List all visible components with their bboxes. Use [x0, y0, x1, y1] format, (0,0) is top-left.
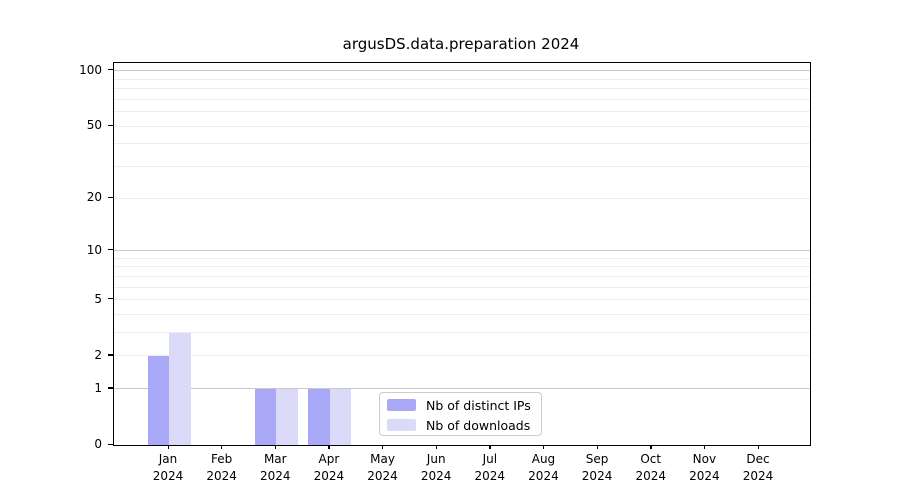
x-tick-label-Dec: Dec 2024	[727, 451, 789, 485]
x-tick-label-Oct: Oct 2024	[620, 451, 682, 485]
gridline-minor-60	[114, 111, 810, 113]
bar-distinct-ips-Apr	[308, 388, 330, 445]
x-tick-mark-Jan	[167, 445, 169, 449]
gridline-major-100	[114, 70, 810, 72]
x-tick-year: 2024	[206, 469, 237, 483]
y-tick-mark-100	[108, 69, 113, 71]
x-tick-mark-May	[382, 445, 384, 449]
gridline-major-1	[114, 388, 810, 390]
x-tick-year: 2024	[635, 469, 666, 483]
x-tick-year: 2024	[367, 469, 398, 483]
x-tick-month: Dec	[746, 452, 770, 466]
x-tick-mark-Dec	[757, 445, 759, 449]
y-tick-label-50: 50	[86, 118, 102, 133]
legend-item-distinct-ips: Nb of distinct IPs	[387, 395, 541, 415]
x-tick-month: Jan	[158, 452, 178, 466]
gridline-minor-7	[114, 275, 810, 277]
x-tick-month: Apr	[318, 452, 340, 466]
x-tick-year: 2024	[474, 469, 506, 483]
x-tick-mark-Jul	[489, 445, 491, 449]
y-tick-label-2: 2	[94, 347, 102, 362]
y-tick-mark-10	[108, 249, 113, 251]
x-tick-label-Apr: Apr 2024	[298, 451, 360, 485]
x-tick-label-Aug: Aug 2024	[512, 451, 574, 485]
x-tick-label-Jan: Jan 2024	[137, 451, 199, 485]
gridline-minor-20	[114, 197, 810, 199]
y-tick-mark-5	[108, 298, 113, 300]
x-tick-mark-Jun	[435, 445, 437, 449]
y-tick-mark-2	[108, 354, 113, 356]
y-tick-mark-1	[108, 387, 113, 389]
gridline-minor-50	[114, 125, 810, 127]
x-tick-year: 2024	[420, 469, 452, 483]
gridline-minor-30	[114, 165, 810, 167]
x-tick-month: Mar	[263, 452, 287, 466]
gridline-minor-80	[114, 88, 810, 90]
x-tick-mark-Nov	[703, 445, 706, 449]
x-tick-label-Jun: Jun 2024	[405, 451, 467, 485]
y-tick-mark-50	[108, 124, 113, 126]
legend-item-downloads: Nb of downloads	[387, 415, 541, 435]
y-tick-label-5: 5	[94, 291, 102, 306]
x-tick-month: May	[370, 452, 395, 466]
chart-title: argusDS.data.preparation 2024	[342, 35, 580, 53]
y-tick-label-1: 1	[94, 380, 102, 395]
gridline-minor-3	[114, 332, 810, 334]
gridline-minor-70	[114, 98, 810, 100]
x-tick-year: 2024	[259, 469, 291, 483]
x-tick-year: 2024	[742, 469, 774, 483]
gridline-minor-90	[114, 78, 810, 80]
legend-label-downloads: Nb of downloads	[426, 417, 531, 433]
bar-downloads-Apr	[329, 388, 352, 445]
legend-label-distinct-ips: Nb of distinct IPs	[426, 397, 531, 413]
y-tick-label-10: 10	[86, 242, 102, 257]
x-tick-mark-Mar	[274, 445, 277, 449]
x-tick-label-Mar: Mar 2024	[244, 451, 306, 485]
x-tick-mark-Aug	[542, 445, 545, 449]
x-tick-month: Aug	[531, 452, 556, 466]
x-tick-year: 2024	[313, 469, 345, 483]
gridline-major-10	[114, 250, 810, 251]
x-tick-month: Jun	[426, 452, 446, 466]
x-tick-year: 2024	[581, 469, 613, 483]
gridline-minor-40	[114, 143, 810, 145]
y-tick-mark-20	[108, 196, 113, 198]
gridline-minor-2	[114, 355, 810, 357]
y-tick-mark-0	[108, 443, 113, 445]
x-tick-label-Nov: Nov 2024	[673, 451, 735, 485]
x-tick-label-Feb: Feb 2024	[191, 451, 253, 485]
bar-downloads-Mar	[276, 388, 298, 445]
x-tick-label-May: May 2024	[352, 451, 414, 485]
gridline-minor-6	[114, 286, 810, 288]
bar-distinct-ips-Mar	[254, 388, 277, 445]
gridline-minor-8	[114, 266, 810, 268]
plot-area: Nb of distinct IPs Nb of downloads	[113, 62, 811, 446]
x-tick-month: Nov	[692, 452, 717, 466]
x-tick-mark-Sep	[596, 445, 598, 449]
x-tick-month: Feb	[211, 452, 233, 466]
x-tick-month: Sep	[585, 452, 609, 466]
x-tick-month: Jul	[482, 452, 498, 466]
y-tick-label-20: 20	[86, 190, 102, 205]
gridline-minor-4	[114, 313, 810, 315]
x-tick-year: 2024	[152, 469, 184, 483]
legend-swatch-distinct-ips	[387, 399, 416, 411]
bar-downloads-Jan	[169, 332, 191, 445]
x-tick-mark-Feb	[221, 445, 223, 449]
x-tick-year: 2024	[689, 469, 720, 483]
x-tick-mark-Oct	[650, 445, 652, 449]
legend-swatch-downloads	[387, 419, 416, 431]
x-tick-mark-Apr	[328, 445, 330, 449]
legend: Nb of distinct IPs Nb of downloads	[379, 392, 542, 436]
y-tick-label-100: 100	[79, 62, 102, 77]
gridline-minor-5	[114, 299, 810, 301]
x-tick-month: Oct	[640, 452, 662, 466]
x-tick-year: 2024	[528, 469, 559, 483]
bar-distinct-ips-Jan	[147, 355, 169, 445]
y-tick-label-0: 0	[94, 437, 102, 451]
x-tick-label-Jul: Jul 2024	[459, 451, 521, 485]
gridline-minor-9	[114, 257, 810, 259]
x-tick-label-Sep: Sep 2024	[566, 451, 628, 485]
